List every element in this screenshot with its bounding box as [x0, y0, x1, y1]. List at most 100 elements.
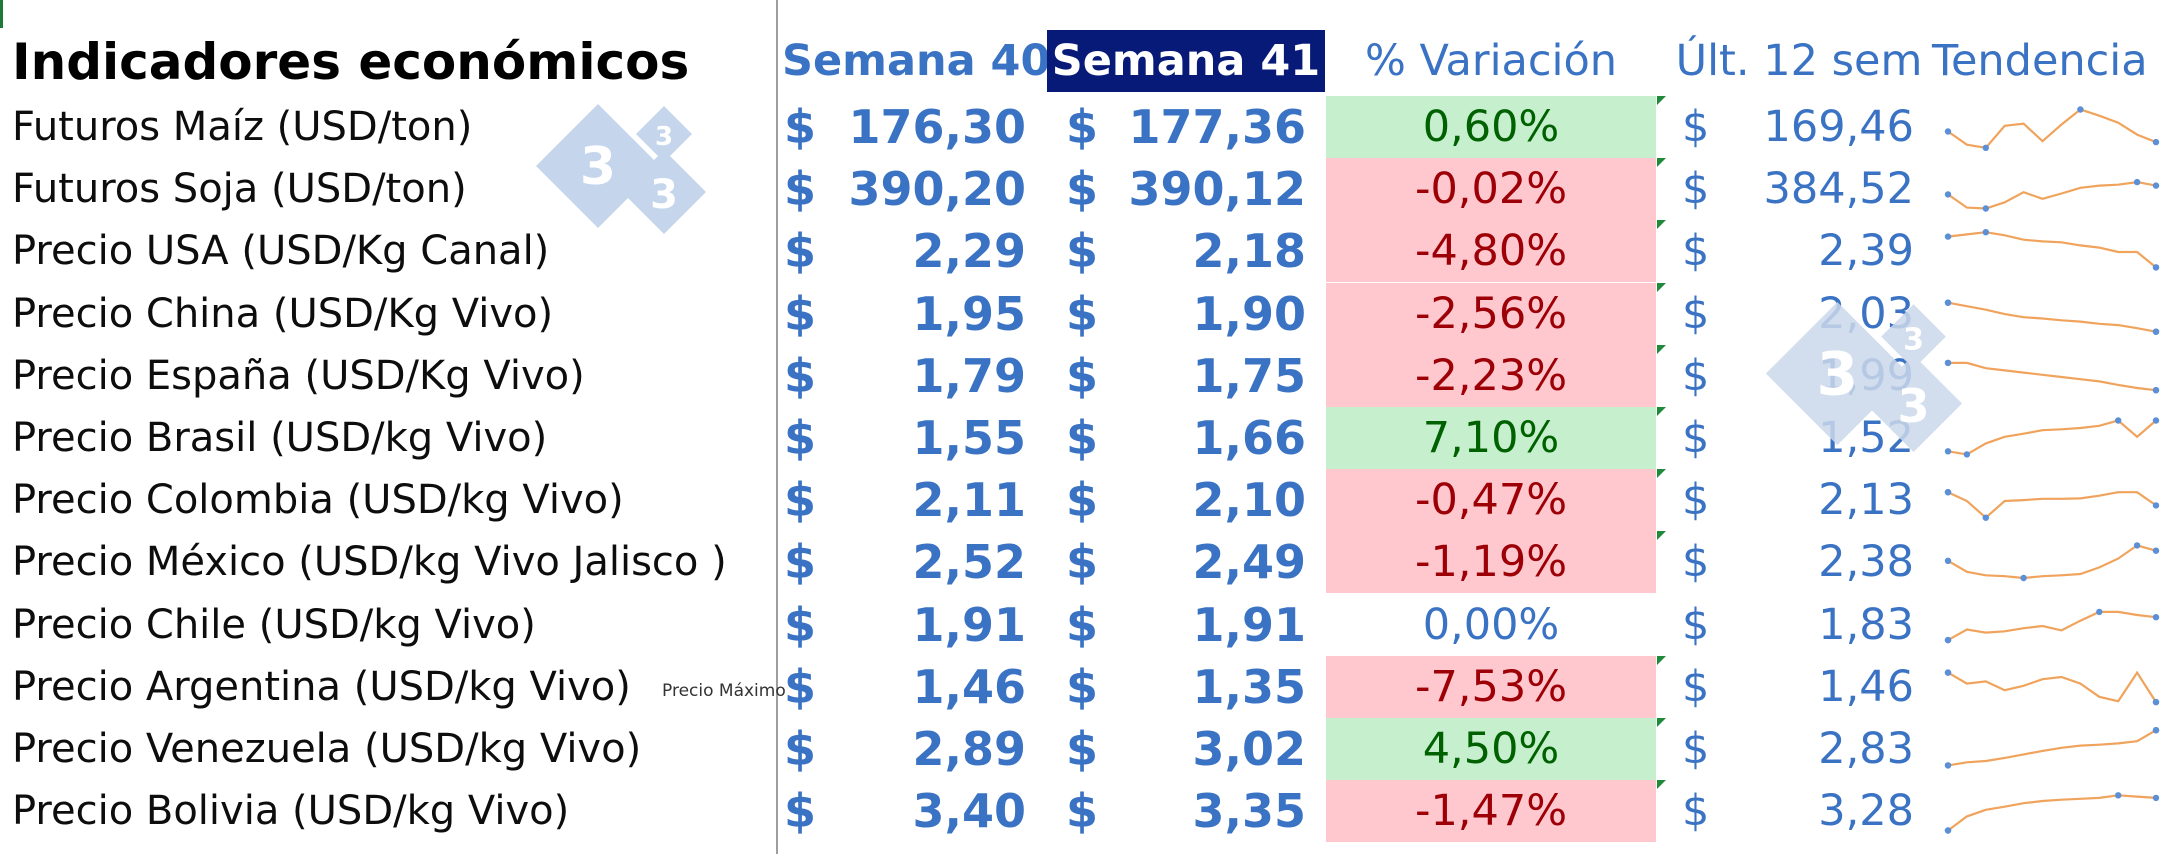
last-12-weeks-value[interactable]: 3,28: [1818, 786, 1914, 837]
variation-value[interactable]: 0,60%: [1326, 96, 1656, 158]
week-40-value[interactable]: 2,11: [912, 473, 1027, 528]
trend-sparkline[interactable]: [1944, 473, 2160, 529]
last-12-weeks-value[interactable]: 2,38: [1818, 537, 1914, 588]
indicator-label[interactable]: Precio Brasil (USD/kg Vivo): [12, 415, 548, 461]
sparkline-marker: [1944, 299, 1952, 306]
sparkline-marker: [1944, 233, 1952, 241]
svg-text:3: 3: [1817, 339, 1859, 409]
trend-sparkline[interactable]: [1944, 349, 2160, 405]
week-40-value[interactable]: 1,46: [912, 659, 1027, 714]
week-41-value[interactable]: 3,02: [1192, 722, 1307, 776]
trend-sparkline[interactable]: [1944, 224, 2160, 280]
sparkline-line: [1947, 670, 2157, 703]
variation-value[interactable]: -2,23%: [1326, 344, 1656, 407]
currency-symbol: $: [1682, 475, 1710, 526]
last-12-weeks-value[interactable]: 2,83: [1818, 724, 1914, 774]
indicator-label[interactable]: Precio China (USD/Kg Vivo): [12, 290, 554, 337]
variation-value[interactable]: 0,00%: [1422, 599, 1560, 650]
table-row: Futuros Soja (USD/ton) $390,20 $390,12 -0,0…: [0, 158, 2166, 221]
variation-value[interactable]: 4,50%: [1326, 718, 1656, 780]
last-12-weeks-value[interactable]: 1,46: [1818, 661, 1914, 712]
trend-sparkline[interactable]: [1944, 287, 2160, 343]
last-12-weeks-value[interactable]: 2,13: [1818, 475, 1914, 526]
week-40-value[interactable]: 2,52: [912, 535, 1027, 590]
indicator-label[interactable]: Precio USA (USD/Kg Canal): [12, 228, 550, 275]
sparkline-line: [1947, 301, 2157, 333]
trend-sparkline[interactable]: [1944, 660, 2160, 716]
trend-sparkline[interactable]: [1944, 162, 2160, 218]
week-41-value[interactable]: 3,35: [1192, 784, 1307, 839]
indicator-label[interactable]: Precio Argentina (USD/kg Vivo): [12, 663, 631, 710]
header-last-12-weeks[interactable]: Últ. 12 sem: [1675, 36, 1923, 86]
variation-value[interactable]: -1,19%: [1326, 531, 1656, 594]
week-41-value[interactable]: 1,35: [1192, 659, 1307, 714]
variation-value[interactable]: -7,53%: [1326, 655, 1656, 718]
week-41-value[interactable]: 2,10: [1192, 473, 1307, 528]
week-40-value[interactable]: 390,20: [848, 162, 1026, 217]
week-41-value[interactable]: 2,49: [1192, 535, 1307, 590]
trend-sparkline[interactable]: [1944, 535, 2160, 591]
week-40-value[interactable]: 2,89: [912, 722, 1027, 776]
variation-value[interactable]: -0,02%: [1326, 158, 1656, 221]
currency-symbol: $: [1066, 473, 1099, 528]
currency-symbol: $: [1066, 722, 1099, 776]
header-trend[interactable]: Tendencia: [1932, 36, 2148, 86]
sparkline-marker: [2115, 792, 2122, 799]
week-40-value[interactable]: 3,40: [912, 784, 1027, 839]
currency-symbol: $: [1066, 224, 1099, 279]
trend-sparkline[interactable]: [1944, 722, 2160, 778]
last-12-weeks-value[interactable]: 384,52: [1763, 164, 1914, 215]
currency-symbol: $: [784, 348, 817, 403]
last-12-weeks-value[interactable]: 1,83: [1818, 599, 1914, 650]
header-variation[interactable]: % Variación: [1364, 36, 1618, 86]
table-row: Precio USA (USD/Kg Canal) $2,29 $2,18 -4,80…: [0, 220, 2166, 283]
week-41-value[interactable]: 2,18: [1192, 224, 1307, 279]
week-40-value[interactable]: 1,55: [912, 411, 1027, 465]
variation-value[interactable]: 7,10%: [1326, 407, 1656, 469]
week-41-value[interactable]: 390,12: [1128, 162, 1306, 217]
cell-comment-indicator: [1657, 344, 1666, 354]
week-40-value[interactable]: 1,95: [912, 286, 1027, 341]
last-12-weeks-value[interactable]: 169,46: [1763, 102, 1914, 152]
trend-sparkline[interactable]: [1944, 784, 2160, 840]
header-week-40[interactable]: Semana 40: [782, 36, 1051, 86]
week-41-value[interactable]: 1,66: [1192, 411, 1307, 465]
week-40-value[interactable]: 176,30: [848, 100, 1026, 154]
week-40-value[interactable]: 1,79: [912, 348, 1027, 403]
header-week-41[interactable]: Semana 41: [1047, 30, 1325, 92]
indicator-label[interactable]: Precio Colombia (USD/kg Vivo): [12, 477, 624, 524]
table-title[interactable]: Indicadores económicos: [12, 33, 690, 91]
indicator-label[interactable]: Precio Venezuela (USD/kg Vivo): [12, 726, 642, 772]
week-41-value[interactable]: 1,75: [1192, 348, 1307, 403]
week-40-value[interactable]: 1,91: [912, 597, 1027, 652]
sparkline-line: [1948, 361, 2157, 392]
variation-value[interactable]: -0,47%: [1326, 469, 1656, 532]
variation-value[interactable]: -4,80%: [1326, 220, 1656, 283]
table-row: Precio España (USD/Kg Vivo) $1,79 $1,75 -2,…: [0, 344, 2166, 407]
last-12-weeks-value[interactable]: 2,39: [1818, 226, 1914, 277]
indicator-label[interactable]: Futuros Soja (USD/ton): [12, 166, 467, 213]
indicator-label[interactable]: Precio Bolivia (USD/kg Vivo): [12, 788, 570, 835]
variation-value[interactable]: -2,56%: [1326, 282, 1656, 345]
indicator-label[interactable]: Precio México (USD/kg Vivo Jalisco ): [12, 539, 727, 586]
week-41-value[interactable]: 177,36: [1128, 100, 1306, 154]
sparkline-marker: [1982, 229, 1989, 236]
max-price-note[interactable]: Precio Máximo: [662, 681, 786, 701]
cell-comment-indicator: [1657, 407, 1666, 416]
sparkline-line: [1947, 794, 2157, 832]
indicator-label[interactable]: Precio España (USD/Kg Vivo): [12, 352, 585, 399]
week-41-value[interactable]: 1,90: [1192, 286, 1307, 341]
trend-sparkline[interactable]: [1944, 411, 2160, 467]
trend-sparkline[interactable]: [1944, 598, 2160, 654]
sparkline-marker: [2077, 106, 2084, 113]
table-row: Precio Argentina (USD/kg Vivo) $1,46 $1,35…: [0, 655, 2166, 718]
trend-sparkline[interactable]: [1944, 100, 2160, 156]
indicator-label[interactable]: Futuros Maíz (USD/ton): [12, 104, 473, 150]
week-41-value[interactable]: 1,91: [1192, 597, 1307, 652]
indicator-label[interactable]: Precio Chile (USD/kg Vivo): [12, 601, 536, 648]
currency-symbol: $: [1682, 661, 1710, 712]
currency-symbol: $: [1682, 350, 1710, 401]
week-40-value[interactable]: 2,29: [912, 224, 1027, 279]
variation-value[interactable]: -1,47%: [1326, 780, 1656, 843]
